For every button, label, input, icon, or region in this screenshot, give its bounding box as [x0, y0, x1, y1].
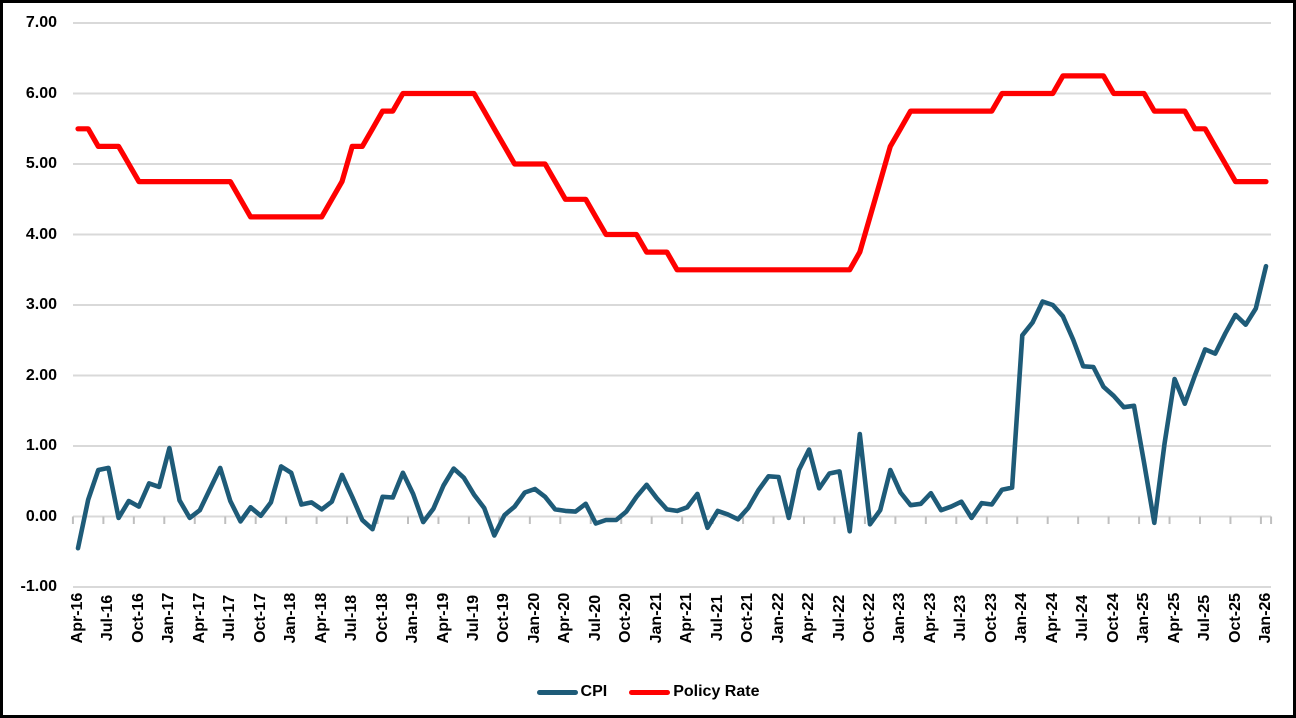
x-axis-label: Jan-20	[525, 592, 543, 644]
policy-rate-line	[75, 73, 1269, 273]
x-axis-label: Oct-23	[982, 593, 1000, 643]
legend: CPI Policy Rate	[0, 677, 1296, 707]
x-axis-label: Jul-18	[343, 594, 361, 642]
y-axis-label: 2.00	[25, 366, 57, 384]
x-axis-label: Apr-25	[1165, 592, 1183, 644]
x-axis-label: Apr-24	[1043, 592, 1061, 644]
x-axis-label: Oct-18	[373, 593, 391, 643]
x-axis-label: Oct-20	[617, 593, 635, 643]
x-axis-label: Jan-21	[647, 592, 665, 644]
y-axis-label: 4.00	[25, 225, 57, 243]
cpi-legend-label: CPI	[580, 683, 608, 700]
x-axis-label: Jan-24	[1013, 592, 1031, 644]
x-axis-label: Apr-20	[556, 592, 574, 644]
x-axis-label: Jan-23	[891, 592, 909, 644]
x-axis-label: Jan-26	[1256, 592, 1274, 644]
policy-rate-legend-label: Policy Rate	[673, 683, 760, 700]
x-axis-label: Apr-21	[678, 592, 696, 644]
x-axis-label: Oct-24	[1104, 593, 1122, 643]
x-axis-label: Jul-21	[708, 594, 726, 642]
x-axis-label: Jul-19	[464, 594, 482, 642]
x-axis-label: Jul-16	[99, 594, 117, 642]
x-axis-label: Jan-19	[404, 592, 422, 644]
x-axis-label: Apr-18	[312, 592, 330, 644]
x-axis-label: Oct-17	[251, 593, 269, 643]
x-axis-label: Oct-25	[1226, 593, 1244, 643]
x-axis-label: Oct-19	[495, 593, 513, 643]
x-axis-label: Apr-17	[190, 592, 208, 644]
y-axis-label: 3.00	[25, 296, 57, 313]
x-axis-label: Jul-17	[221, 594, 239, 642]
y-axis-label: 5.00	[25, 155, 57, 172]
y-axis-label: 6.00	[25, 84, 57, 102]
x-axis-label: Jan-18	[282, 592, 300, 644]
x-axis-label: Apr-16	[69, 592, 86, 644]
x-axis-label: Apr-23	[921, 592, 939, 644]
x-axis-label: Apr-22	[800, 592, 818, 644]
legend-item-cpi[interactable]: CPI	[536, 683, 608, 701]
x-axis-label: Jan-17	[160, 592, 178, 644]
y-axis-label: 0.00	[25, 507, 57, 525]
policy-rate-line-swatch	[629, 689, 671, 695]
cpi-line	[75, 263, 1269, 551]
x-axis-label: Jan-22	[769, 592, 787, 644]
x-axis-label: Jul-22	[830, 594, 848, 642]
x-axis-label: Oct-22	[860, 593, 878, 643]
x-axis-label: Jan-25	[1135, 592, 1153, 644]
x-axis-label: Apr-19	[434, 592, 452, 644]
y-axis-label: 1.00	[25, 437, 57, 454]
x-axis-label: Oct-16	[129, 593, 147, 643]
legend-item-policy-rate[interactable]: Policy Rate	[629, 683, 759, 701]
x-axis-label: Oct-21	[739, 593, 757, 643]
x-axis-label: Jul-23	[952, 594, 970, 642]
x-axis-label: Jul-24	[1074, 594, 1092, 642]
x-axis-label: Jul-20	[586, 594, 604, 642]
cpi-line-swatch	[536, 689, 578, 695]
x-axis-label: Jul-25	[1196, 594, 1214, 642]
y-axis-label: 7.00	[25, 14, 57, 31]
y-axis-label: -1.00	[20, 578, 57, 595]
